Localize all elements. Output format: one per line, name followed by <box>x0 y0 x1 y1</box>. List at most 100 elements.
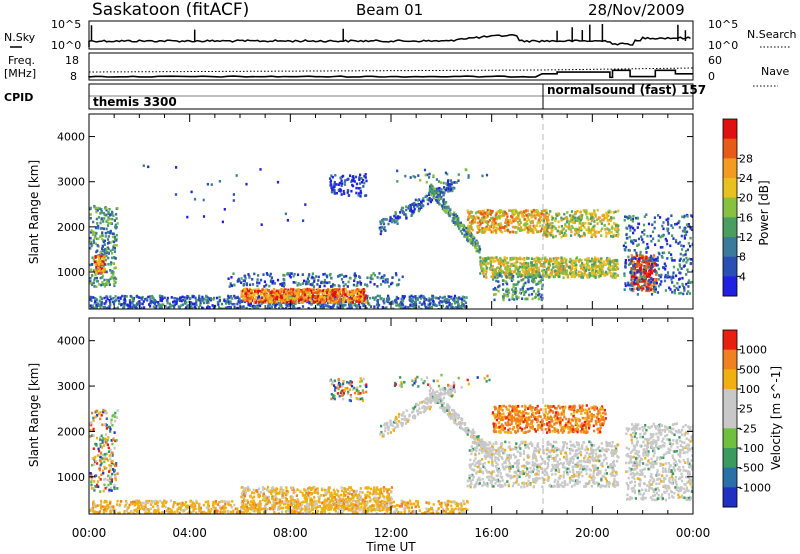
power-cell <box>444 298 447 301</box>
power-cell <box>335 295 338 299</box>
power-cell <box>675 274 678 278</box>
power-cell <box>312 285 316 288</box>
power-cell <box>608 209 611 213</box>
power-cell <box>505 261 508 265</box>
power-cell <box>488 266 491 270</box>
power-colorbar-segment <box>723 276 737 297</box>
power-cell <box>678 265 682 268</box>
noise-right-label: N.Search <box>747 28 797 41</box>
power-cell <box>227 301 230 305</box>
power-cell <box>514 218 517 222</box>
power-cell <box>379 297 382 300</box>
power-cell <box>632 277 635 281</box>
power-cell <box>486 227 489 231</box>
power-cell <box>526 226 529 230</box>
power-cell <box>597 265 600 268</box>
power-cell <box>180 304 183 307</box>
power-cell <box>539 279 542 282</box>
power-cell <box>108 283 111 286</box>
power-cell <box>582 224 585 227</box>
power-cell <box>242 305 245 308</box>
power-cell <box>269 280 272 283</box>
power-cell <box>528 272 531 275</box>
power-cell <box>488 225 491 228</box>
power-cell <box>428 193 431 197</box>
power-cell <box>272 288 276 291</box>
power-cell <box>596 208 599 212</box>
power-cell <box>565 258 568 262</box>
power-cell <box>251 278 254 281</box>
power-cell <box>424 304 427 308</box>
power-cell <box>263 288 266 292</box>
power-cell <box>586 275 589 279</box>
power-cell <box>304 289 307 292</box>
power-cell <box>101 247 104 250</box>
power-cell <box>117 296 120 300</box>
power-cell <box>650 270 653 274</box>
power-cell <box>347 177 350 181</box>
power-cell <box>382 222 386 226</box>
power-cell <box>647 273 650 276</box>
power-cell <box>455 181 458 184</box>
power-cell <box>306 300 309 304</box>
power-colorbar-tick-label: 28 <box>739 152 753 165</box>
power-cell <box>225 300 228 304</box>
power-cell <box>179 299 182 302</box>
power-cell <box>444 171 447 175</box>
power-cell <box>223 299 226 302</box>
power-cell <box>264 283 268 287</box>
power-cell <box>478 250 481 254</box>
power-cell <box>548 231 551 235</box>
power-cell <box>371 296 375 300</box>
power-cell <box>101 237 104 241</box>
power-cell <box>516 266 519 270</box>
power-cell <box>544 256 547 260</box>
power-cell <box>382 227 386 231</box>
power-cell <box>495 266 499 270</box>
power-cell <box>513 288 516 292</box>
power-cell <box>580 259 583 262</box>
power-cell <box>198 294 201 298</box>
power-cell <box>454 223 457 226</box>
power-cell <box>555 258 558 261</box>
power-cell <box>224 306 227 309</box>
power-cell <box>241 294 244 297</box>
power-cell <box>636 216 640 220</box>
power-cell <box>398 216 402 219</box>
power-cell <box>539 275 542 279</box>
power-cell <box>173 307 176 309</box>
power-cell <box>281 284 284 287</box>
power-cell <box>622 244 625 248</box>
power-cell <box>452 218 455 222</box>
velocity-cell <box>90 478 93 482</box>
power-cell <box>447 212 450 216</box>
power-cell <box>356 288 359 291</box>
power-cell <box>94 255 97 258</box>
power-cell <box>394 299 397 302</box>
power-cell <box>666 220 670 224</box>
power-cell <box>448 214 451 217</box>
power-cell <box>653 220 656 224</box>
power-cell <box>379 222 382 226</box>
power-cell <box>260 293 263 296</box>
power-cell <box>131 298 134 302</box>
power-cell <box>583 263 586 267</box>
power-cell <box>639 266 642 270</box>
power-cell <box>481 216 484 219</box>
power-cell <box>483 231 486 234</box>
power-cell <box>102 269 105 272</box>
power-cell <box>141 302 144 306</box>
power-cell <box>440 195 443 199</box>
power-cell <box>507 261 510 264</box>
power-cell <box>97 269 100 273</box>
power-cell <box>590 219 593 222</box>
power-cell <box>438 186 441 190</box>
power-cell <box>111 248 114 251</box>
power-cell <box>522 290 525 293</box>
power-cell <box>681 248 684 251</box>
power-cell <box>629 226 632 229</box>
power-cell <box>308 291 311 295</box>
power-cell <box>438 303 441 307</box>
power-cell <box>642 223 646 227</box>
power-cell <box>149 305 152 308</box>
